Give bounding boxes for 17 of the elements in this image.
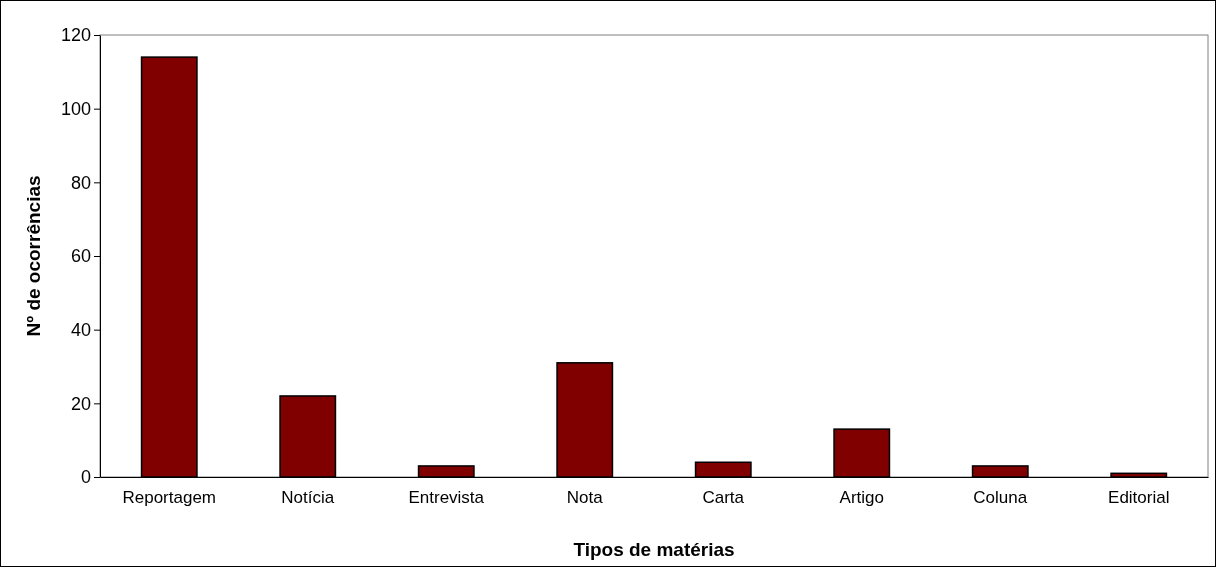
x-tick-label: Carta	[702, 488, 745, 508]
y-tick-label: 100	[60, 98, 91, 119]
x-tick-label: Coluna	[973, 488, 1028, 508]
x-tick-label: Reportagem	[122, 488, 217, 508]
y-tick-label: 60	[70, 246, 91, 267]
y-axis-title: Nº de ocorrências	[23, 175, 44, 337]
x-tick-label: Editorial	[1108, 488, 1170, 508]
y-tick-label: 20	[70, 393, 91, 414]
y-tick-label: 40	[70, 319, 91, 340]
x-tick-label: Notícia	[281, 488, 335, 508]
y-tick-label: 0	[80, 467, 91, 488]
x-axis-title: Tipos de matérias	[573, 539, 735, 560]
x-tick-label: Artigo	[839, 488, 884, 508]
y-tick-label: 120	[60, 25, 91, 46]
x-tick-label: Entrevista	[408, 488, 485, 508]
x-tick-label: Nota	[566, 488, 604, 508]
y-tick-label: 80	[70, 172, 91, 193]
